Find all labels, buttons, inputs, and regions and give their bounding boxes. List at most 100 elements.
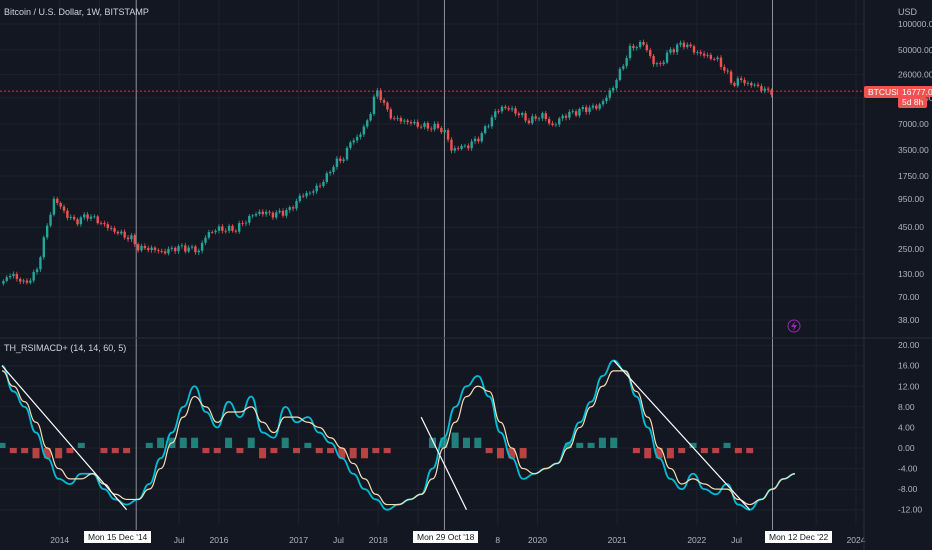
candle-body xyxy=(682,42,686,48)
candle-body xyxy=(275,212,278,218)
candle-body xyxy=(689,44,692,47)
candle-body xyxy=(497,111,500,113)
histogram-bar xyxy=(179,437,187,448)
candle-body xyxy=(622,66,625,69)
histogram-bar xyxy=(474,437,482,448)
candle-body xyxy=(733,82,736,86)
candle-body xyxy=(430,128,433,130)
candle-body xyxy=(25,280,29,283)
candle-body xyxy=(93,216,96,218)
histogram-bar xyxy=(610,437,618,448)
candle-body xyxy=(716,57,719,60)
candle-body xyxy=(167,248,170,254)
candle-body xyxy=(157,250,160,252)
time-tick-label: Jul xyxy=(731,535,742,545)
histogram-bar xyxy=(43,448,51,459)
candle-body xyxy=(211,232,214,233)
lightning-icon[interactable] xyxy=(787,319,801,333)
candle-body xyxy=(318,185,322,187)
candle-body xyxy=(392,118,396,120)
candle-body xyxy=(487,126,490,128)
candle-body xyxy=(554,124,558,126)
price-tick-label: 38.00 xyxy=(898,315,920,325)
histogram-series xyxy=(0,432,754,459)
candle-body xyxy=(120,231,123,234)
candle-body xyxy=(278,210,281,213)
price-axis[interactable]: 100000.0050000.0026000.0014000.007000.00… xyxy=(898,19,932,325)
candle-body xyxy=(483,126,487,134)
indicator-tick-label: 20.00 xyxy=(898,340,920,350)
candle-body xyxy=(702,53,706,56)
candle-body xyxy=(268,211,271,213)
time-tick-label: 2014 xyxy=(50,535,69,545)
histogram-bar xyxy=(564,442,572,448)
candle-body xyxy=(123,231,126,238)
candle-body xyxy=(399,117,403,122)
candle-body xyxy=(450,139,453,151)
histogram-bar xyxy=(372,448,380,454)
candle-body xyxy=(86,214,89,219)
candle-body xyxy=(564,115,568,118)
candle-body xyxy=(366,120,369,127)
candle-body xyxy=(83,214,86,218)
histogram-bar xyxy=(485,448,493,454)
histogram-bar xyxy=(270,448,278,454)
histogram-bar xyxy=(723,442,731,448)
candle-body xyxy=(638,41,642,48)
histogram-bar xyxy=(55,448,63,459)
candle-body xyxy=(302,195,305,197)
candle-body xyxy=(645,44,649,51)
candle-body xyxy=(248,215,251,223)
candle-body xyxy=(581,107,585,110)
candle-body xyxy=(355,136,359,141)
candle-body xyxy=(295,200,298,209)
candle-body xyxy=(504,106,507,109)
histogram-bar xyxy=(247,437,255,448)
candle-body xyxy=(709,54,713,59)
candle-body xyxy=(655,63,659,65)
price-tag: 16777.00 xyxy=(898,86,932,97)
candle-body xyxy=(544,113,547,120)
candle-body xyxy=(726,70,729,72)
histogram-bar xyxy=(259,448,267,459)
indicator-axis[interactable]: 20.00 16.00 12.00 8.00 4.00 0.00 -4.00 -8.00 -12… xyxy=(898,340,922,515)
currency-label: USD xyxy=(898,7,918,17)
candle-body xyxy=(221,226,224,231)
candle-body xyxy=(285,209,288,216)
candle-body xyxy=(140,245,143,251)
candle-body xyxy=(470,141,473,149)
candle-body xyxy=(187,247,190,252)
candle-body xyxy=(517,113,521,116)
candle-body xyxy=(35,269,39,273)
histogram-bar xyxy=(293,448,301,454)
histogram-bar xyxy=(451,432,459,448)
time-tick-label: 2020 xyxy=(528,535,547,545)
signal-line xyxy=(1,370,796,506)
histogram-bar xyxy=(519,448,527,459)
candle-body xyxy=(22,280,25,282)
candle-body xyxy=(460,145,463,149)
candle-body xyxy=(766,88,770,90)
candle-body xyxy=(558,118,561,125)
candle-body xyxy=(369,114,372,121)
indicator-title: TH_RSIMACD+ (14, 14, 60, 5) xyxy=(4,343,127,353)
candle-body xyxy=(403,120,406,122)
candle-body xyxy=(335,158,339,167)
countdown-tag: 5d 8h xyxy=(898,97,928,108)
candle-body xyxy=(76,219,79,225)
trendlines xyxy=(1,360,751,511)
histogram-bar xyxy=(383,448,391,454)
price-tick-label: 70.00 xyxy=(898,292,920,302)
candle-body xyxy=(96,216,99,224)
candle-body xyxy=(770,89,773,95)
rsi-line xyxy=(1,359,796,511)
candle-body xyxy=(234,230,238,232)
histogram-bar xyxy=(700,448,708,454)
candle-body xyxy=(32,272,35,281)
symbol-title: Bitcoin / U.S. Dollar, 1W, BITSTAMP xyxy=(4,7,149,17)
histogram-bar xyxy=(315,448,323,454)
candle-body xyxy=(254,213,258,216)
candle-body xyxy=(49,214,52,226)
candle-body xyxy=(244,222,248,224)
